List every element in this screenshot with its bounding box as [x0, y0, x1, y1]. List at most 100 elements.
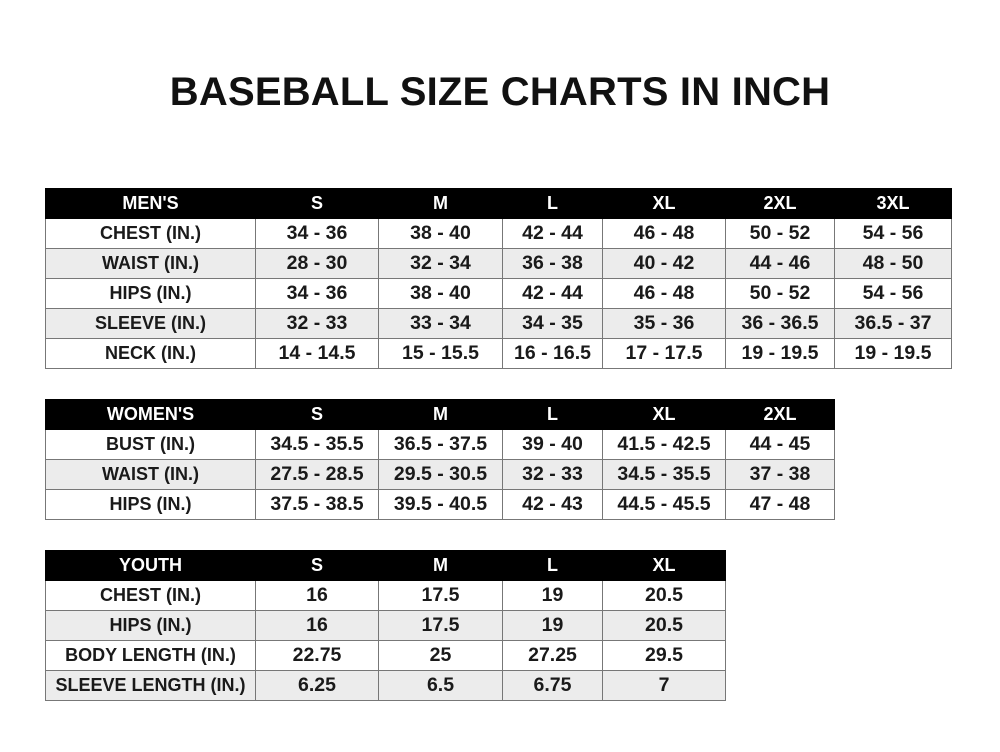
size-value: 37 - 38	[725, 459, 835, 490]
measurement-label: BODY LENGTH (IN.)	[45, 640, 256, 671]
size-value: 38 - 40	[378, 218, 503, 249]
size-header: 2XL	[725, 188, 835, 219]
size-value: 54 - 56	[834, 278, 952, 309]
measurement-label: SLEEVE (IN.)	[45, 308, 256, 339]
table-row: HIPS (IN.) 16 17.5 19 20.5	[45, 610, 726, 641]
table-row: BUST (IN.) 34.5 - 35.5 36.5 - 37.5 39 - 40 4…	[45, 429, 835, 460]
size-header: XL	[602, 399, 726, 430]
table-category-header: YOUTH	[45, 550, 256, 581]
table-row: BODY LENGTH (IN.) 22.75 25 27.25 29.5	[45, 640, 726, 671]
size-value: 19	[502, 610, 603, 641]
size-value: 32 - 33	[502, 459, 603, 490]
measurement-label: NECK (IN.)	[45, 338, 256, 369]
size-value: 32 - 33	[255, 308, 379, 339]
size-value: 6.25	[255, 670, 379, 701]
size-header: XL	[602, 188, 726, 219]
measurement-label: CHEST (IN.)	[45, 218, 256, 249]
table-row: SLEEVE LENGTH (IN.) 6.25 6.5 6.75 7	[45, 670, 726, 701]
measurement-label: SLEEVE LENGTH (IN.)	[45, 670, 256, 701]
size-value: 46 - 48	[602, 278, 726, 309]
size-value: 34 - 36	[255, 218, 379, 249]
size-value: 47 - 48	[725, 489, 835, 520]
size-value: 20.5	[602, 580, 726, 611]
page-title: BASEBALL SIZE CHARTS IN INCH	[169, 70, 831, 114]
table-row: WAIST (IN.) 28 - 30 32 - 34 36 - 38 40 - 42 4…	[45, 248, 952, 279]
table-row: CHEST (IN.) 16 17.5 19 20.5	[45, 580, 726, 611]
size-value: 48 - 50	[834, 248, 952, 279]
size-header: 2XL	[725, 399, 835, 430]
header-row: MEN'S S M L XL 2XL 3XL	[45, 188, 952, 219]
measurement-label: HIPS (IN.)	[45, 489, 256, 520]
size-value: 44.5 - 45.5	[602, 489, 726, 520]
table-row: WAIST (IN.) 27.5 - 28.5 29.5 - 30.5 32 - 33…	[45, 459, 835, 490]
size-value: 16	[255, 580, 379, 611]
size-value: 14 - 14.5	[255, 338, 379, 369]
size-value: 25	[378, 640, 503, 671]
size-value: 40 - 42	[602, 248, 726, 279]
size-value: 38 - 40	[378, 278, 503, 309]
measurement-label: WAIST (IN.)	[45, 459, 256, 490]
size-header: S	[255, 188, 379, 219]
size-value: 17.5	[378, 610, 503, 641]
size-value: 22.75	[255, 640, 379, 671]
size-value: 50 - 52	[725, 278, 835, 309]
size-value: 15 - 15.5	[378, 338, 503, 369]
header-row: WOMEN'S S M L XL 2XL	[45, 399, 835, 430]
measurement-label: WAIST (IN.)	[45, 248, 256, 279]
size-header: XL	[602, 550, 726, 581]
size-value: 33 - 34	[378, 308, 503, 339]
size-header: L	[502, 399, 603, 430]
size-value: 19	[502, 580, 603, 611]
size-value: 19 - 19.5	[725, 338, 835, 369]
size-value: 16 - 16.5	[502, 338, 603, 369]
size-header: S	[255, 550, 379, 581]
size-value: 42 - 43	[502, 489, 603, 520]
mens-size-table: MEN'S S M L XL 2XL 3XL CHEST (IN.) 34 - 36 38 - 4…	[45, 188, 952, 369]
size-value: 42 - 44	[502, 278, 603, 309]
size-value: 39.5 - 40.5	[378, 489, 503, 520]
size-value: 27.5 - 28.5	[255, 459, 379, 490]
size-value: 34 - 35	[502, 308, 603, 339]
size-value: 50 - 52	[725, 218, 835, 249]
size-value: 29.5 - 30.5	[378, 459, 503, 490]
size-value: 17 - 17.5	[602, 338, 726, 369]
size-value: 36.5 - 37.5	[378, 429, 503, 460]
size-value: 37.5 - 38.5	[255, 489, 379, 520]
size-header: L	[502, 188, 603, 219]
size-value: 32 - 34	[378, 248, 503, 279]
size-value: 34.5 - 35.5	[255, 429, 379, 460]
size-header: S	[255, 399, 379, 430]
size-value: 29.5	[602, 640, 726, 671]
size-value: 36 - 38	[502, 248, 603, 279]
size-value: 27.25	[502, 640, 603, 671]
header-row: YOUTH S M L XL	[45, 550, 726, 581]
table-row: HIPS (IN.) 37.5 - 38.5 39.5 - 40.5 42 - 43 4…	[45, 489, 835, 520]
size-value: 34 - 36	[255, 278, 379, 309]
size-value: 39 - 40	[502, 429, 603, 460]
size-value: 34.5 - 35.5	[602, 459, 726, 490]
table-row: HIPS (IN.) 34 - 36 38 - 40 42 - 44 46 - 48 50…	[45, 278, 952, 309]
table-row: NECK (IN.) 14 - 14.5 15 - 15.5 16 - 16.5 17 …	[45, 338, 952, 369]
measurement-label: HIPS (IN.)	[45, 278, 256, 309]
size-header: M	[378, 399, 503, 430]
size-value: 28 - 30	[255, 248, 379, 279]
table-category-header: MEN'S	[45, 188, 256, 219]
size-value: 44 - 45	[725, 429, 835, 460]
size-value: 19 - 19.5	[834, 338, 952, 369]
size-value: 41.5 - 42.5	[602, 429, 726, 460]
size-value: 36.5 - 37	[834, 308, 952, 339]
size-value: 16	[255, 610, 379, 641]
table-category-header: WOMEN'S	[45, 399, 256, 430]
size-value: 6.5	[378, 670, 503, 701]
measurement-label: BUST (IN.)	[45, 429, 256, 460]
size-value: 54 - 56	[834, 218, 952, 249]
table-row: SLEEVE (IN.) 32 - 33 33 - 34 34 - 35 35 - 36…	[45, 308, 952, 339]
size-value: 17.5	[378, 580, 503, 611]
size-value: 42 - 44	[502, 218, 603, 249]
size-value: 36 - 36.5	[725, 308, 835, 339]
size-header: M	[378, 550, 503, 581]
size-value: 46 - 48	[602, 218, 726, 249]
size-value: 7	[602, 670, 726, 701]
size-value: 6.75	[502, 670, 603, 701]
table-row: CHEST (IN.) 34 - 36 38 - 40 42 - 44 46 - 48 5…	[45, 218, 952, 249]
